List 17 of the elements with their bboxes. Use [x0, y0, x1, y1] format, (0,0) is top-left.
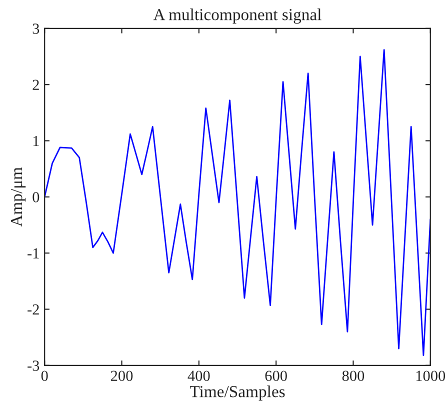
x-tick-label: 400 — [188, 370, 210, 382]
y-tick-label: 1 — [33, 136, 39, 146]
x-tick-label: 800 — [342, 370, 364, 382]
x-tick-label: 200 — [110, 370, 133, 382]
y-tick-label: -3 — [28, 360, 40, 371]
y-tick-label: 0 — [32, 192, 40, 202]
y-axis-title: Amp/μm — [11, 167, 26, 227]
y-tick-label: -2 — [28, 304, 39, 315]
line-series — [44, 49, 430, 356]
x-tick-label: 600 — [265, 370, 287, 382]
x-tick-label: 0 — [41, 370, 48, 382]
x-tick-label: 1000 — [416, 370, 446, 382]
chart-title: A multicomponent signal — [153, 8, 322, 24]
y-tick-label: -1 — [28, 248, 39, 258]
x-axis-title: Time/Samples — [190, 386, 285, 401]
y-tick-label: 3 — [32, 24, 40, 34]
y-tick-label: 2 — [32, 80, 39, 90]
